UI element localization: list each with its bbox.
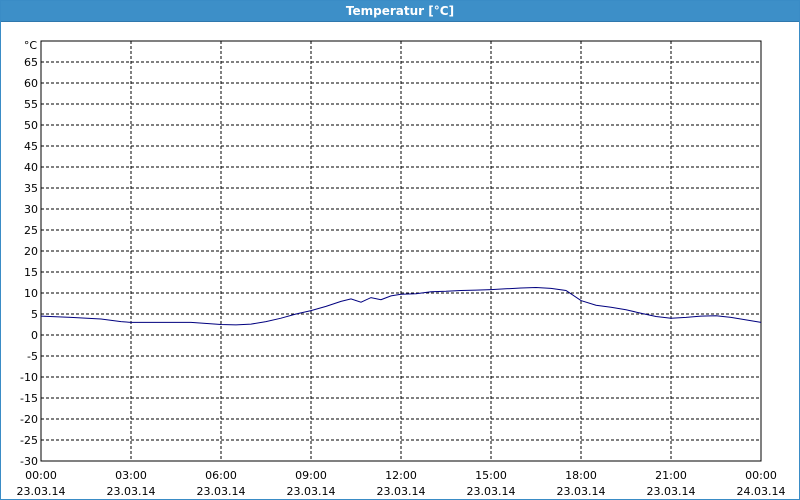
y-tick-label: 25 [24,224,38,237]
y-tick-label: 50 [24,119,38,132]
x-tick-date-label: 24.03.14 [737,485,786,498]
plot-frame [40,40,762,462]
x-tick-date-label: 23.03.14 [197,485,246,498]
x-tick-date-label: 23.03.14 [107,485,156,498]
y-tick-label: 35 [24,182,38,195]
x-tick-date-label: 23.03.14 [467,485,516,498]
y-tick-label: -30 [20,455,38,468]
y-tick-label: 15 [24,266,38,279]
x-tick-date-label: 23.03.14 [647,485,696,498]
y-tick-label: 30 [24,203,38,216]
x-tick-time-label: 12:00 [385,469,417,482]
y-tick-label: 65 [24,56,38,69]
y-tick-label: -5 [27,350,38,363]
x-tick-time-label: 15:00 [475,469,507,482]
y-tick-label: 45 [24,140,38,153]
y-tick-label: 55 [24,98,38,111]
x-tick-time-label: 03:00 [115,469,147,482]
y-tick-label: 5 [31,308,38,321]
x-tick-time-label: 00:00 [745,469,777,482]
x-tick-date-label: 23.03.14 [17,485,66,498]
chart-title: Temperatur [°C] [1,1,799,22]
x-tick-time-label: 18:00 [565,469,597,482]
x-tick-time-label: 06:00 [205,469,237,482]
y-tick-label: 20 [24,245,38,258]
x-tick-date-label: 23.03.14 [287,485,336,498]
x-tick-date-label: 23.03.14 [377,485,426,498]
y-tick-label: -25 [20,434,38,447]
temperature-series-line [40,286,762,326]
y-tick-label: 60 [24,77,38,90]
y-tick-label: -15 [20,392,38,405]
x-tick-time-label: 00:00 [25,469,57,482]
y-tick-label: 10 [24,287,38,300]
y-tick-label: -20 [20,413,38,426]
x-tick-time-label: 09:00 [295,469,327,482]
x-tick-time-label: 21:00 [655,469,687,482]
x-tick-date-label: 23.03.14 [557,485,606,498]
y-tick-label: 40 [24,161,38,174]
y-tick-label: -10 [20,371,38,384]
y-unit-label: °C [24,39,38,52]
y-tick-label: 0 [31,329,38,342]
